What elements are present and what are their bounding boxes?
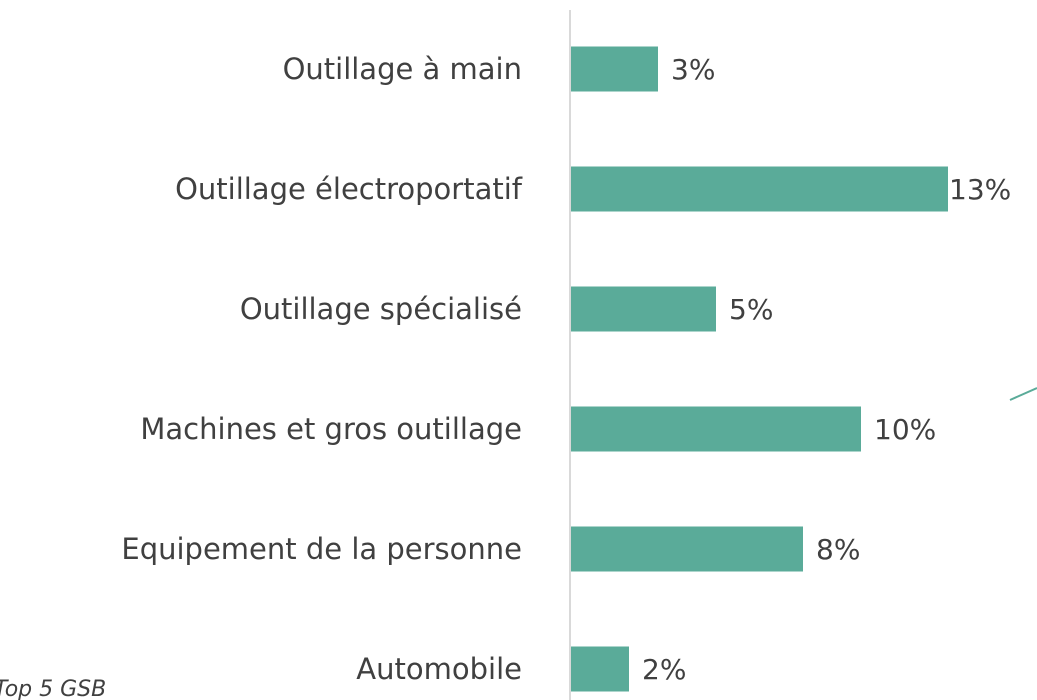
category-label: Automobile [356,652,522,686]
data-label: 3% [671,53,715,86]
bar [571,46,658,92]
data-label: 5% [729,293,773,326]
data-label: 2% [642,653,686,686]
category-label: Machines et gros outillage [140,412,522,446]
category-label: Outillage spécialisé [240,292,522,326]
category-label: Equipement de la personne [121,532,522,566]
data-label: 8% [816,533,860,566]
data-label: 13% [949,173,1011,206]
bar [571,406,861,452]
annotation: Top 5 GSB [0,677,106,700]
decoration-line [1009,387,1037,401]
bar [571,286,716,332]
bar [571,526,803,572]
data-label: 10% [874,413,936,446]
bar [571,646,629,692]
category-label: Outillage électroportatif [175,172,523,206]
bar [571,166,948,212]
category-label: Outillage à main [283,52,522,86]
